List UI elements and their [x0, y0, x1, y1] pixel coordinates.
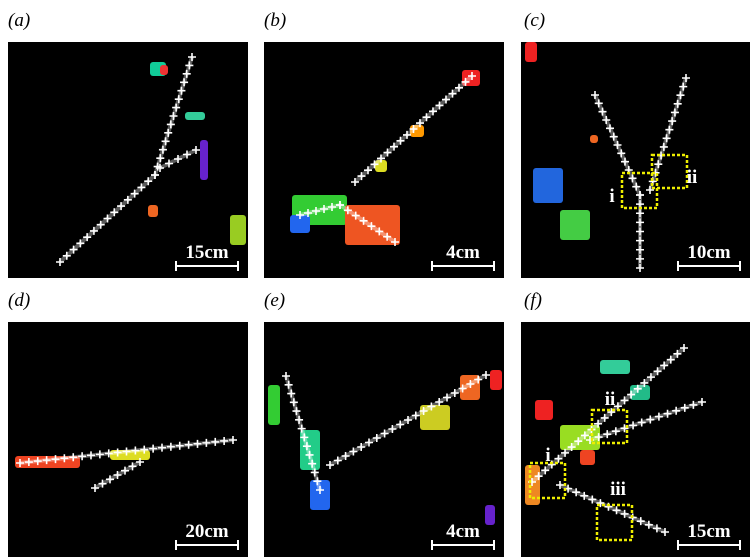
- color-blob: [580, 450, 595, 465]
- color-blob: [268, 385, 280, 425]
- scale-label: 15cm: [185, 242, 228, 263]
- annotation: ii: [687, 167, 698, 188]
- panel: (a) 15cm: [8, 10, 248, 278]
- color-blob: [160, 65, 168, 75]
- annotation: i: [609, 186, 614, 207]
- panel-label: (d): [8, 290, 30, 311]
- color-blob: [185, 112, 205, 120]
- scale-label: 20cm: [185, 521, 228, 542]
- color-blob: [560, 210, 590, 240]
- panel-label: (b): [264, 10, 286, 31]
- annotation: i: [545, 445, 550, 466]
- panel: (e) 4cm: [264, 290, 504, 557]
- annotation: iii: [610, 479, 626, 500]
- figure: (a)15cm(b)4cm(c)iii10cm(d)20cm(e)4cm(f)i…: [0, 0, 750, 557]
- color-blob: [230, 215, 246, 245]
- panel-label: (a): [8, 10, 30, 31]
- panel: (f)iiiiii15cm: [521, 290, 750, 557]
- color-blob: [590, 135, 598, 143]
- panel: (d) 20cm: [8, 290, 248, 557]
- color-blob: [535, 400, 553, 420]
- scale-label: 15cm: [687, 521, 730, 542]
- scale-label: 4cm: [446, 242, 480, 263]
- annotation: ii: [605, 389, 616, 410]
- color-blob: [200, 140, 208, 180]
- color-blob: [485, 505, 495, 525]
- color-blob: [533, 168, 563, 203]
- panel: (b) 4cm: [264, 10, 504, 278]
- panel-label: (c): [524, 10, 545, 31]
- color-blob: [600, 360, 630, 374]
- panel-label: (f): [524, 290, 542, 311]
- panel: (c)iii10cm: [521, 10, 750, 278]
- color-blob: [148, 205, 158, 217]
- scale-label: 10cm: [687, 242, 730, 263]
- panel-label: (e): [264, 290, 285, 311]
- color-blob: [525, 42, 537, 62]
- scale-label: 4cm: [446, 521, 480, 542]
- color-blob: [490, 370, 502, 390]
